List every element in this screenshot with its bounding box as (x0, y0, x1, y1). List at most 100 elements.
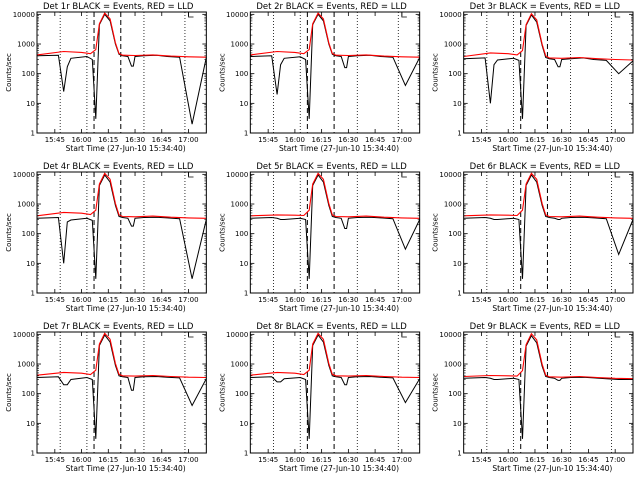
panel-title: Det 9r BLACK = Events, RED = LLD (470, 322, 621, 332)
panel-title: Det 3r BLACK = Events, RED = LLD (470, 2, 621, 12)
y-tick-label: 1 (457, 290, 461, 298)
x-tick-label: 16:15 (312, 136, 332, 144)
x-axis-label: Start Time (27-Jun-10 15:34:40) (66, 464, 186, 473)
x-tick-label: 15:45 (45, 456, 65, 464)
x-tick-label: 16:00 (285, 456, 305, 464)
y-tick-label: 1 (244, 450, 248, 458)
x-tick-label: 17:00 (392, 456, 412, 464)
x-tick-label: 16:45 (365, 456, 385, 464)
series-line-lld (463, 12, 634, 61)
y-tick-label: 100 (448, 390, 461, 398)
y-tick-label: 10000 (226, 171, 248, 179)
y-axis-label: Counts/sec (5, 213, 13, 252)
plot-frame (36, 171, 207, 294)
panel-title: Det 1r BLACK = Events, RED = LLD (43, 2, 194, 12)
plot-frame (36, 11, 207, 134)
y-axis-label: Counts/sec (218, 53, 226, 92)
y-tick-label: 100 (448, 70, 461, 78)
bracket-marker (188, 332, 194, 338)
x-tick-label: 16:15 (98, 456, 118, 464)
panel-title: Det 5r BLACK = Events, RED = LLD (256, 162, 407, 172)
plot-frame (249, 331, 421, 454)
series-line-events (250, 174, 421, 279)
series-line-events (463, 174, 634, 279)
y-tick-label: 100 (22, 230, 35, 238)
y-tick-label: 10 (453, 260, 462, 268)
y-tick-label: 100 (235, 390, 248, 398)
series-line-lld (250, 332, 420, 379)
y-tick-label: 1 (31, 450, 35, 458)
series-line-lld (36, 332, 207, 379)
x-tick-label: 16:00 (285, 136, 305, 144)
y-tick-label: 10000 (439, 11, 461, 19)
x-axis-label: Start Time (27-Jun-10 15:34:40) (279, 464, 399, 473)
y-tick-label: 1 (457, 450, 461, 458)
x-axis-label: Start Time (27-Jun-10 15:34:40) (66, 144, 186, 153)
y-tick-label: 10 (453, 100, 462, 108)
x-tick-label: 15:45 (45, 136, 65, 144)
bracket-marker (614, 332, 621, 338)
y-tick-label: 1000 (444, 41, 462, 49)
panel-4: Det 4r BLACK = Events, RED = LLD 1 10 100 10… (5, 162, 207, 313)
panel-title: Det 7r BLACK = Events, RED = LLD (43, 322, 194, 332)
x-tick-label: 16:45 (152, 296, 172, 304)
x-tick-label: 17:00 (392, 296, 412, 304)
series-line-events (250, 334, 421, 439)
series-line-events (36, 174, 207, 279)
bracket-marker (401, 12, 407, 18)
x-tick-label: 16:15 (98, 136, 118, 144)
x-tick-label: 16:15 (312, 456, 332, 464)
y-tick-label: 1000 (231, 201, 249, 209)
panel-2: Det 2r BLACK = Events, RED = LLD 1 10 100 10… (218, 2, 421, 153)
y-tick-label: 1000 (444, 361, 462, 369)
y-axis-label: Counts/sec (218, 373, 226, 412)
panel-9: Det 9r BLACK = Events, RED = LLD 1 10 100 10… (432, 322, 634, 473)
panel-1: Det 1r BLACK = Events, RED = LLD 1 10 100 10… (5, 2, 207, 153)
plot-frame (36, 331, 207, 454)
plot-frame (249, 11, 421, 134)
x-tick-label: 16:45 (152, 136, 172, 144)
y-tick-label: 1000 (17, 201, 35, 209)
x-axis-label: Start Time (27-Jun-10 15:34:40) (492, 304, 612, 313)
x-tick-label: 17:00 (605, 296, 625, 304)
plot-frame (463, 171, 634, 294)
x-tick-label: 16:30 (552, 456, 572, 464)
x-tick-label: 15:45 (258, 456, 278, 464)
x-axis-label: Start Time (27-Jun-10 15:34:40) (66, 304, 186, 313)
x-tick-label: 16:45 (152, 456, 172, 464)
x-tick-label: 16:30 (552, 136, 572, 144)
x-tick-label: 15:45 (258, 296, 278, 304)
series-line-lld (463, 172, 634, 219)
x-tick-label: 16:30 (125, 136, 145, 144)
bracket-marker (401, 172, 407, 178)
x-tick-label: 16:00 (71, 136, 91, 144)
y-tick-label: 10 (239, 260, 248, 268)
x-tick-label: 17:00 (178, 456, 198, 464)
y-tick-label: 10 (239, 420, 248, 428)
y-tick-label: 1 (244, 290, 248, 298)
bracket-marker (614, 172, 621, 178)
series-line-lld (250, 172, 420, 219)
series-line-lld (250, 12, 420, 58)
y-axis-label: Counts/sec (5, 53, 13, 92)
y-tick-label: 10000 (226, 11, 248, 19)
x-axis-label: Start Time (27-Jun-10 15:34:40) (279, 304, 399, 313)
y-tick-label: 1000 (17, 41, 35, 49)
x-tick-label: 16:45 (578, 456, 598, 464)
x-tick-label: 16:30 (125, 296, 145, 304)
bracket-marker (401, 332, 407, 338)
x-tick-label: 15:45 (45, 296, 65, 304)
series-line-lld (463, 332, 634, 380)
x-tick-label: 16:30 (338, 456, 358, 464)
y-tick-label: 100 (235, 230, 248, 238)
x-axis-label: Start Time (27-Jun-10 15:34:40) (492, 464, 612, 473)
y-tick-label: 1000 (231, 41, 249, 49)
y-tick-label: 10 (26, 100, 35, 108)
y-tick-label: 100 (22, 70, 35, 78)
x-tick-label: 16:00 (71, 296, 91, 304)
y-axis-label: Counts/sec (5, 373, 13, 412)
y-tick-label: 10 (26, 260, 35, 268)
x-tick-label: 16:15 (525, 456, 545, 464)
series-line-events (36, 334, 207, 439)
x-tick-label: 17:00 (178, 136, 198, 144)
